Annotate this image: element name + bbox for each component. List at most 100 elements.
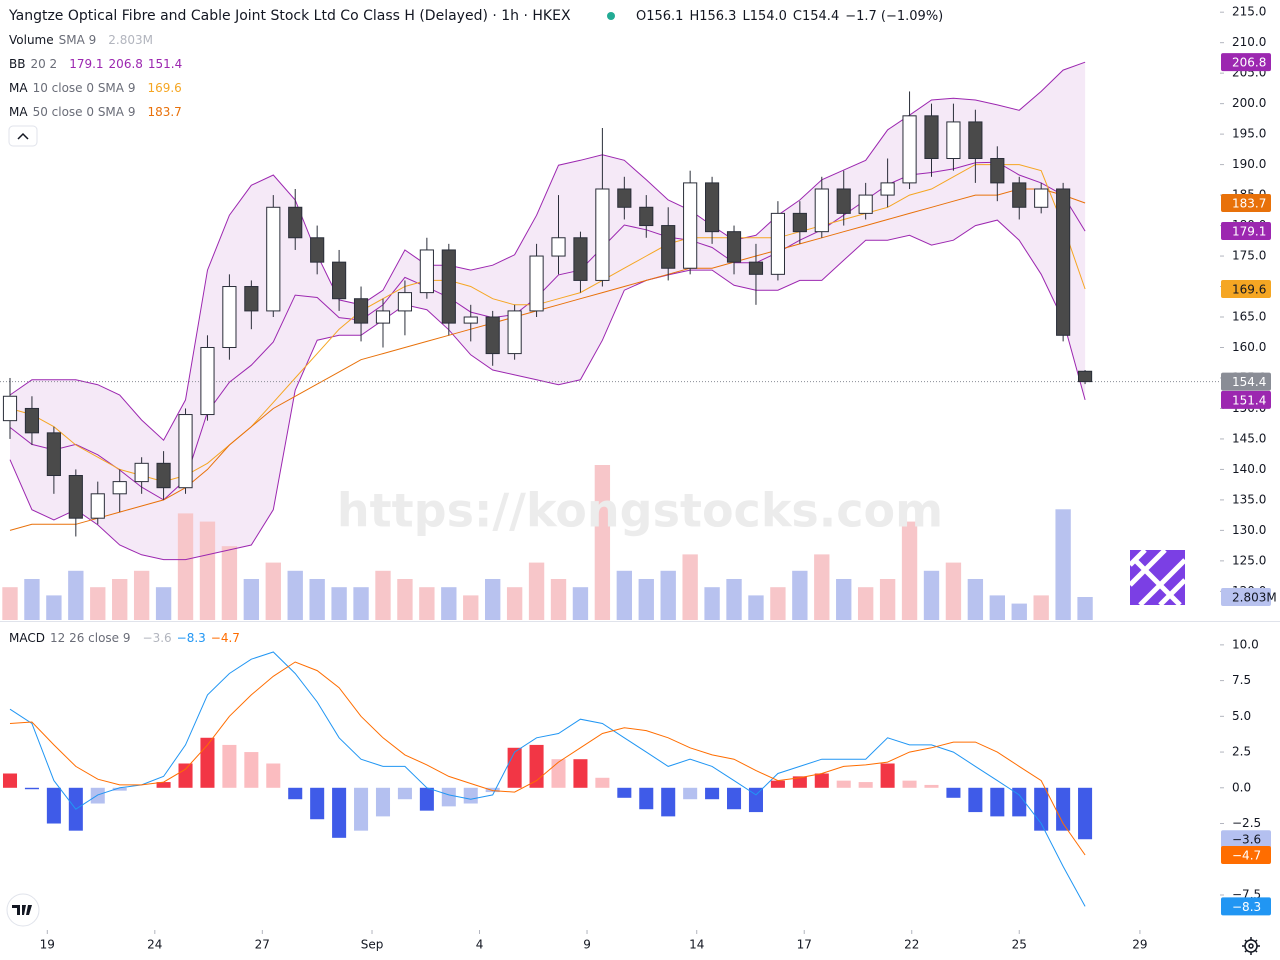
macd-histogram-bar (1012, 787, 1027, 817)
x-tick-label: 27 (255, 938, 270, 952)
y-tick-label: 210.0 (1232, 35, 1266, 49)
volume-tag: 2.803M (1232, 591, 1277, 605)
candle-body (419, 249, 434, 294)
ma10-tag: 169.6 (1232, 282, 1266, 296)
legend-row: Volume SMA 9 2.803M (9, 33, 153, 47)
macd-histogram-bar (485, 787, 500, 793)
volume-bar (221, 546, 238, 620)
macd-histogram-bar (990, 787, 1005, 817)
status-dot (607, 12, 615, 20)
volume-bar (463, 595, 479, 620)
volume-bar (287, 570, 303, 620)
ma50-tag: 183.7 (1232, 197, 1266, 211)
candle-body (639, 206, 654, 227)
y-tick-label: −2.5 (1232, 816, 1261, 830)
collapse-button[interactable] (8, 125, 38, 147)
y-tick-label: 215.0 (1232, 5, 1266, 19)
macd-histogram-bar (617, 787, 632, 798)
candle-body (46, 432, 61, 477)
legend-label: BB (9, 57, 25, 71)
volume-bar (726, 578, 742, 620)
volume-bar (199, 521, 216, 620)
volume-bar (331, 587, 347, 620)
candle-body (112, 481, 127, 495)
volume-tag-bg (1221, 588, 1271, 607)
candle-body (397, 292, 413, 312)
ma50-tag-bg (1221, 194, 1271, 213)
watermark: https://kongstocks.com (337, 484, 943, 538)
macd-histogram-bar (836, 780, 851, 788)
macd-histogram-bar (1078, 787, 1093, 840)
macd-histogram-bar (661, 787, 676, 817)
legend-label: MA (9, 81, 28, 95)
legend-value: −8.3 (177, 631, 206, 645)
macd-histogram-bar (551, 759, 566, 788)
legend-value: 151.4 (148, 57, 182, 71)
bb-fill-layer (10, 62, 1086, 560)
y-tick-label: 160.0 (1232, 340, 1266, 354)
legend-row: MA 10 close 0 SMA 9 169.6 (9, 81, 182, 95)
macd-histogram-bar (375, 787, 391, 817)
candle-body (902, 115, 917, 184)
volume-bar (770, 587, 786, 620)
volume-bar (923, 570, 940, 620)
candle-body (266, 206, 281, 312)
candle-body (1077, 370, 1093, 383)
candle-body (726, 231, 742, 263)
ma10-tag-bg (1221, 279, 1271, 298)
legend-layer: Yangtze Optical Fibre and Cable Joint St… (8, 8, 943, 645)
candle-body (814, 188, 829, 233)
y-tick-label: 195.0 (1232, 127, 1266, 141)
volume-bar (528, 562, 545, 620)
candle-body (661, 225, 676, 269)
macd-histogram-bar (2, 773, 18, 788)
volume-bar (375, 570, 391, 620)
tv-logo[interactable] (6, 893, 40, 927)
volume-bar (945, 562, 962, 620)
candle-body (573, 237, 588, 281)
quote-value: C154.4 (793, 9, 839, 24)
x-tick-label: 17 (797, 938, 812, 952)
macd-histogram-bar (727, 787, 742, 810)
y-tick-label: 135.0 (1232, 492, 1266, 506)
legend-row: MA 50 close 0 SMA 9 183.7 (9, 105, 182, 119)
candle-body (134, 462, 149, 483)
candle-body (332, 261, 347, 300)
y-tick-label: 7.5 (1232, 673, 1251, 687)
macd-histogram-bar (90, 787, 105, 804)
bb-upper-tag-bg (1221, 53, 1271, 72)
quote-value: −1.7 (−1.09%) (845, 9, 943, 24)
bb-basis-tag-bg (1221, 222, 1271, 241)
volume-bar (24, 578, 40, 620)
volume-bar (177, 513, 194, 620)
volume-bar (397, 578, 413, 620)
signal-line (9, 661, 1086, 856)
macd-histogram-bar (529, 744, 544, 788)
settings-button[interactable] (1242, 937, 1260, 955)
candle-body (1012, 182, 1027, 208)
y-tick-label: 125.0 (1232, 553, 1266, 567)
macd-histogram-bar (244, 752, 259, 788)
x-tick-label: 9 (583, 938, 591, 952)
volume-bar (550, 578, 567, 620)
macd-histogram-bar (24, 787, 39, 790)
x-tick-label: 14 (689, 938, 704, 952)
quote-value: O156.1 (636, 9, 683, 24)
volume-bar (792, 570, 808, 620)
candle-body (68, 475, 83, 519)
last-price-tag-bg (1221, 372, 1271, 391)
candle-body (90, 493, 105, 519)
candle-body (375, 310, 391, 324)
histogram-tag-bg (1221, 830, 1271, 849)
y-tick-label: 165.0 (1232, 310, 1266, 324)
volume-bar (112, 578, 128, 620)
legend-value: 179.1 (69, 57, 103, 71)
macd-histogram-bar (1034, 787, 1049, 831)
candle-body (200, 346, 215, 416)
macd-legend: MACD 12 26 close 9 −3.6 −8.3 −4.7 (9, 631, 240, 645)
candle-body (1056, 188, 1071, 336)
macd-histogram-bar (968, 787, 983, 813)
macd-histogram-bar (46, 787, 61, 824)
volume-bar (814, 554, 830, 620)
volume-bar (682, 554, 698, 620)
